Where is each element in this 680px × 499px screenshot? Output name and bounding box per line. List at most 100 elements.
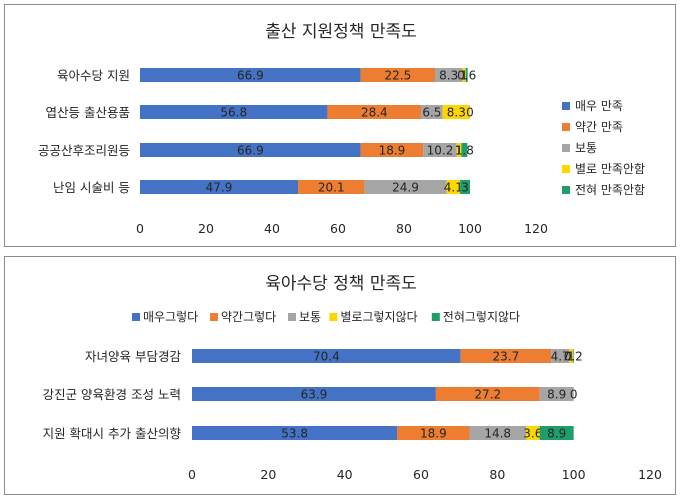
chart1-bar-segment <box>140 143 361 157</box>
chart2-data-label: 53.8 <box>281 427 308 441</box>
chart1-category-label: 난임 시술비 등 <box>53 180 130 195</box>
chart1-data-label: 47.9 <box>206 181 233 195</box>
chart2-data-label: 18.9 <box>420 427 447 441</box>
chart2-legend-label: 매우그렇다 <box>143 309 198 324</box>
chart2-x-tick-label: 0 <box>188 467 196 482</box>
chart2-data-label: 23.7 <box>493 350 520 364</box>
chart1-x-tick-label: 80 <box>396 221 412 236</box>
chart2-x-tick-label: 40 <box>337 467 353 482</box>
chart1-bar-segment <box>462 68 466 82</box>
chart1-data-label: 6.5 <box>422 106 441 120</box>
chart1-bar-segment <box>360 68 436 82</box>
chart2-bar-segment <box>572 349 574 363</box>
chart1-bar-segment <box>465 68 468 82</box>
chart2-bar-segment <box>192 349 461 363</box>
chart1-bar-segment <box>460 180 470 194</box>
chart1-data-label: 0 <box>466 106 474 120</box>
chart1-data-label: 10.2 <box>427 144 454 158</box>
chart2-category-label: 강진군 양육환경 조성 노력 <box>43 387 181 402</box>
chart2-legend-label: 전혀그렇지않다 <box>443 309 520 324</box>
chart1-bar-segment <box>140 105 328 119</box>
chart2-x-tick-label: 100 <box>562 467 586 482</box>
chart1-bar-segment <box>140 180 299 194</box>
chart2-data-label: 8.9 <box>547 427 566 441</box>
chart2-legend-swatch <box>288 313 296 321</box>
chart1-data-label: 56.8 <box>220 106 247 120</box>
chart1-legend-label: 보통 <box>575 141 597 155</box>
chart1-bar-segment <box>327 105 422 119</box>
chart1-data-label: 0.6 <box>457 69 476 83</box>
chart1-data-label: 3 <box>461 181 469 195</box>
chart1-legend-swatch <box>562 186 570 194</box>
chart1-legend-swatch <box>562 144 570 152</box>
chart1-data-label: 8.3 <box>439 69 458 83</box>
chart2-data-label: 63.9 <box>301 388 328 402</box>
chart1-x-tick-label: 20 <box>198 221 214 236</box>
chart2-data-label: 27.2 <box>474 388 501 402</box>
chart2-data-label: 8.9 <box>547 388 566 402</box>
chart2-bar-segment <box>569 349 573 363</box>
chart2-legend-label: 보통 <box>299 310 321 324</box>
chart2-x-tick-label: 120 <box>638 467 662 482</box>
chart2-legend-swatch <box>431 313 440 321</box>
satisfaction-chart-birth-support: 출산 지원정책 만족도 육아수당 지원 66.9 22.5 8.3 1 0.6 엽산등 출산용… <box>4 4 676 247</box>
chart2-x-tick-label: 80 <box>489 467 505 482</box>
chart2-legend-swatch <box>329 313 338 321</box>
chart2-data-label: 4.7 <box>551 350 570 364</box>
chart2-x-tick-label: 20 <box>260 467 276 482</box>
chart1-bar-segment <box>364 180 447 194</box>
chart1-data-label: 22.5 <box>385 69 412 83</box>
chart1-data-label: 18.9 <box>379 144 406 158</box>
chart1-data-label: 4.1 <box>444 181 463 195</box>
chart2-legend-swatch <box>210 313 218 321</box>
chart1-data-label: 1.8 <box>455 144 474 158</box>
chart1-bar-segment <box>456 143 462 157</box>
chart1-title: 출산 지원정책 만족도 <box>265 22 417 42</box>
chart1-data-label: 66.9 <box>237 69 264 83</box>
chart1-category-label: 공공산후조리원등 <box>38 143 130 158</box>
chart1-data-label: 8.3 <box>447 106 466 120</box>
chart1-x-tick-label: 100 <box>458 221 482 236</box>
chart1-bar-segment <box>442 105 470 119</box>
chart1-legend-swatch <box>562 123 570 131</box>
chart2-data-label: 1 <box>567 350 575 364</box>
chart1-bar-segment <box>423 143 457 157</box>
chart1-data-label: 20.1 <box>318 181 345 195</box>
chart2-legend-label: 별로그렇지않다 <box>340 309 417 324</box>
chart2-legend-label: 약간그렇다 <box>221 309 276 324</box>
chart2-data-label: 3.6 <box>523 427 542 441</box>
chart2-category-label: 자녀양육 부담경감 <box>85 349 181 364</box>
chart1-bar-segment <box>140 68 361 82</box>
chart1-bar-segment <box>446 180 461 194</box>
chart1-legend-label: 약간 만족 <box>575 119 623 134</box>
chart1-x-tick-label: 60 <box>330 221 346 236</box>
chart2-category-label: 지원 확대시 추가 출산의향 <box>43 426 182 441</box>
chart2-data-label: 0.2 <box>564 350 583 364</box>
chart1-bar-segment <box>421 105 443 119</box>
chart1-data-label: 1 <box>460 69 468 83</box>
chart2-bar-segment <box>192 387 436 401</box>
chart2-data-label: 70.4 <box>313 350 340 364</box>
chart1-legend-label: 전혀 만족안함 <box>575 183 645 197</box>
chart2-bar-segment <box>397 426 470 440</box>
chart2-bar-segment <box>551 349 570 363</box>
chart2-title: 육아수당 정책 만족도 <box>265 274 417 294</box>
chart1-data-label: 24.9 <box>392 181 419 195</box>
chart1-bar-segment <box>298 180 365 194</box>
chart1-x-tick-label: 40 <box>264 221 280 236</box>
chart2-data-label: 14.8 <box>484 427 511 441</box>
chart1-category-label: 엽산등 출산용품 <box>46 105 130 120</box>
chart1-x-tick-label: 120 <box>524 221 548 236</box>
chart1-legend-label: 별로 만족안함 <box>575 162 645 176</box>
chart2-x-tick-label: 60 <box>413 467 429 482</box>
chart1-bar-segment <box>360 143 424 157</box>
chart1-bar-segment <box>461 143 468 157</box>
chart1-legend-label: 매우 만족 <box>575 99 623 113</box>
chart2-bar-segment <box>435 387 540 401</box>
chart1-legend-swatch <box>562 165 570 173</box>
chart1-x-tick-label: 0 <box>136 221 144 236</box>
chart2-legend-swatch <box>132 313 140 321</box>
